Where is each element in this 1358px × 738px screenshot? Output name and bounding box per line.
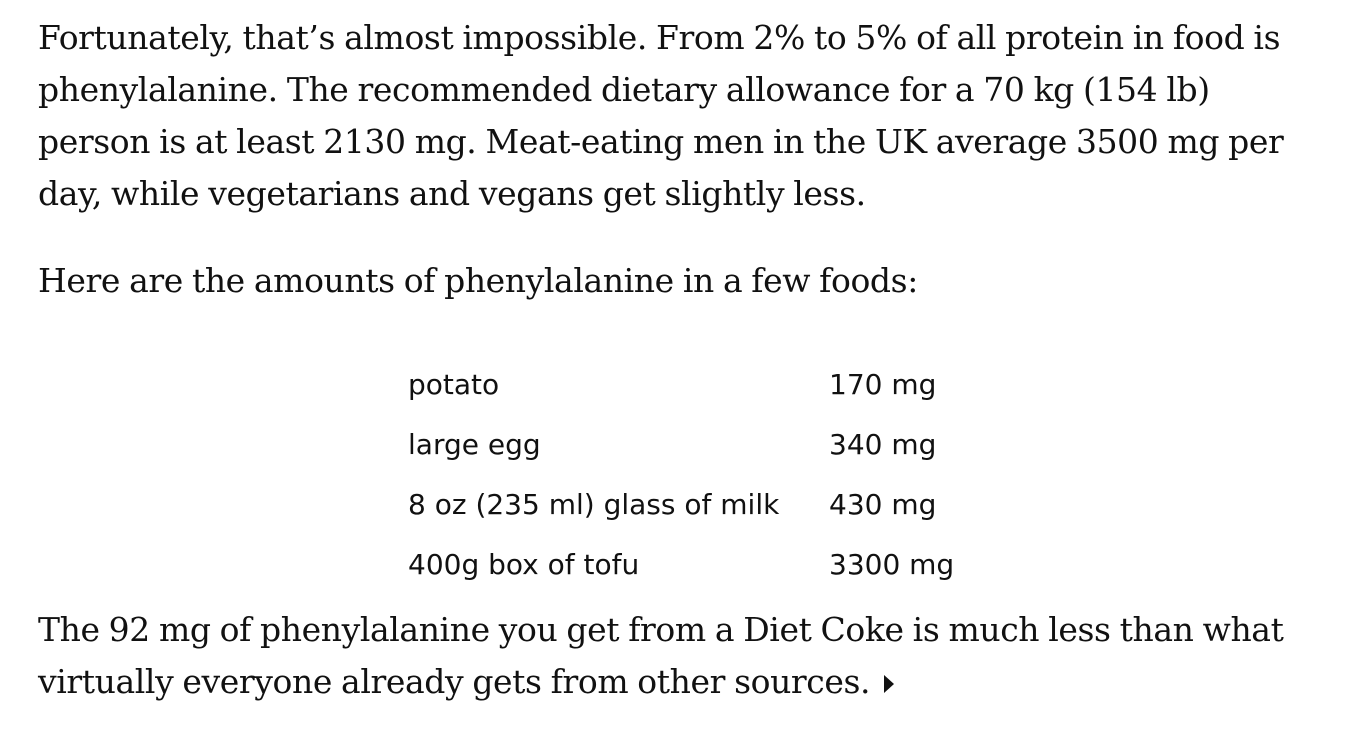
food-amount: 3300 mg: [829, 547, 955, 581]
paragraph-intro: Fortunately, that’s almost impossible. F…: [38, 18, 1284, 213]
table-row: large egg 340 mg: [408, 414, 954, 474]
closing-block: The 92 mg of phenylalanine you get from …: [38, 604, 1338, 708]
paragraph-closing-text: The 92 mg of phenylalanine you get from …: [38, 610, 1284, 701]
table-row: potato 170 mg: [408, 354, 954, 414]
food-amount: 340 mg: [829, 427, 937, 461]
table-row: 400g box of tofu 3300 mg: [408, 534, 954, 594]
food-name: 8 oz (235 ml) glass of milk: [408, 487, 780, 521]
food-name: 400g box of tofu: [408, 547, 640, 581]
food-name: potato: [408, 367, 500, 401]
triangle-right-icon[interactable]: [884, 675, 895, 693]
food-amount: 430 mg: [829, 487, 937, 521]
paragraph-closing: The 92 mg of phenylalanine you get from …: [38, 604, 1338, 708]
phenylalanine-table: potato 170 mg large egg 340 mg 8 oz (235…: [408, 354, 954, 594]
article-body: Fortunately, that’s almost impossible. F…: [38, 12, 1323, 307]
food-name: large egg: [408, 427, 541, 461]
table-row: 8 oz (235 ml) glass of milk 430 mg: [408, 474, 954, 534]
food-amount: 170 mg: [829, 367, 937, 401]
paragraph-foods-intro: Here are the amounts of phenylalanine in…: [38, 261, 918, 300]
